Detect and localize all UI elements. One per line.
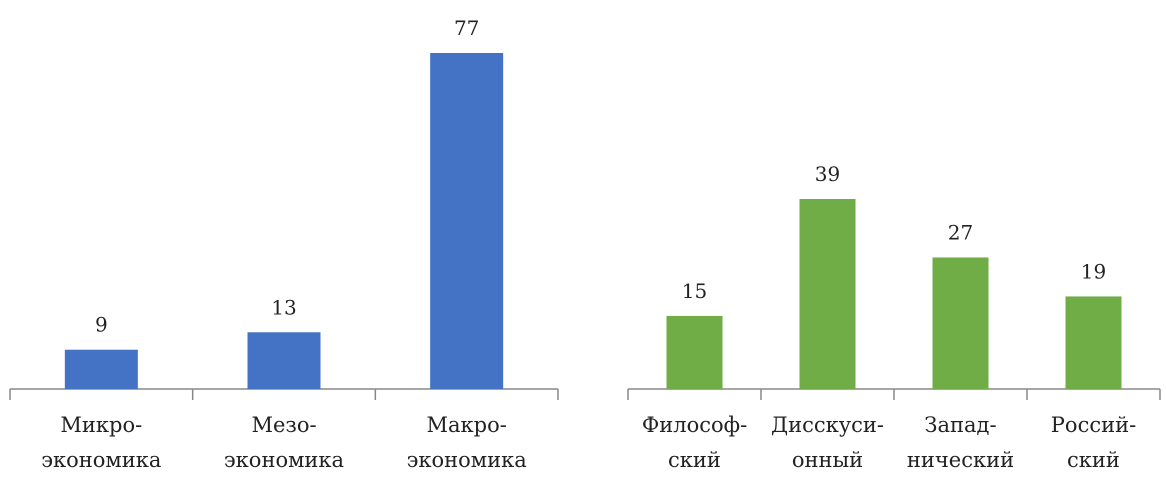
data-label: 39 (815, 162, 840, 186)
data-label: 19 (1081, 259, 1106, 283)
category-label: экономика (224, 448, 344, 472)
bar (430, 53, 504, 389)
category-label: Макро- (426, 413, 506, 437)
bar (64, 349, 138, 389)
category-label: Россий- (1051, 413, 1136, 437)
bar (666, 315, 723, 389)
bar (1065, 296, 1122, 389)
bar (799, 199, 856, 389)
bar (932, 257, 989, 389)
bar (247, 332, 321, 389)
category-label: Запад- (924, 413, 996, 437)
category-label: Мезо- (251, 413, 316, 437)
category-label: онный (792, 448, 863, 472)
data-label: 77 (454, 16, 479, 40)
category-label: нический (907, 448, 1014, 472)
data-label: 13 (271, 295, 296, 319)
category-label: ский (1067, 448, 1120, 472)
category-label: Философ- (642, 413, 747, 437)
category-label: Микро- (60, 413, 142, 437)
data-label: 27 (948, 220, 973, 244)
category-label: ский (668, 448, 721, 472)
category-label: экономика (407, 448, 527, 472)
category-label: экономика (41, 448, 161, 472)
category-label: Дисскуси- (771, 413, 884, 437)
data-label: 9 (95, 313, 108, 337)
data-label: 15 (682, 279, 707, 303)
